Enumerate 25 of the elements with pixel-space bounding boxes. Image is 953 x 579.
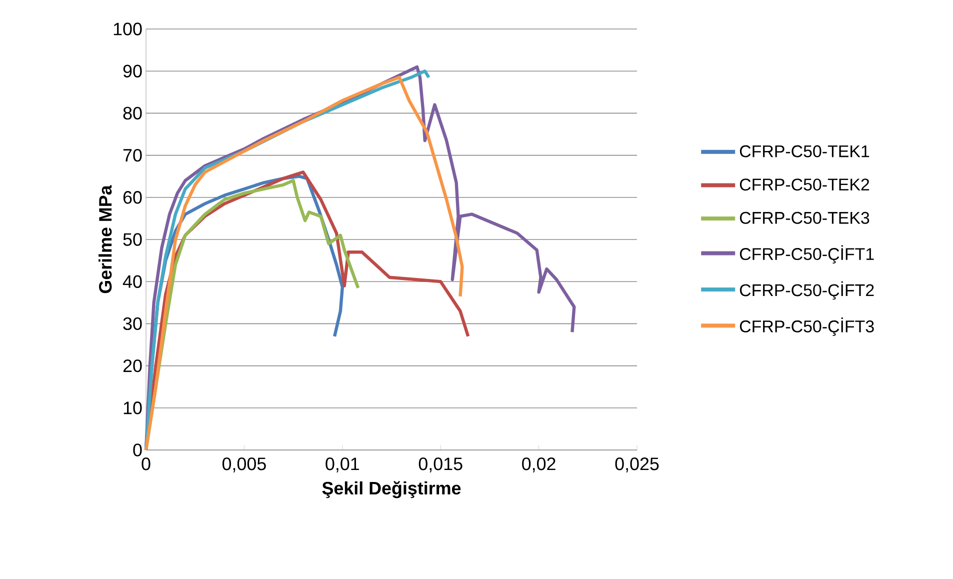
x-tick-label: 0,005 [222,458,266,472]
legend-label: CFRP-C50-ÇİFT3 [740,318,874,336]
y-tick-label: 70 [123,148,142,162]
y-tick-label: 90 [123,64,142,78]
y-tick-label: 60 [123,191,142,204]
y-tick-label: 0 [133,444,142,456]
y-axis-title: Gerilme MPa [98,185,112,294]
x-axis-title: Şekil Değiştirme [322,481,461,498]
y-tick-label: 10 [124,402,142,414]
y-tick-label: 50 [123,233,142,246]
legend-label: CFRP-C50-TEK1 [740,145,870,158]
y-tick-label: 40 [122,275,142,288]
legend-label: CFRP-C50-ÇİFT2 [740,281,874,300]
x-tick-label: 0,015 [418,458,462,472]
legend-label: CFRP-C50-ÇİFT1 [740,245,874,264]
x-tick-label: 0,025 [615,458,659,472]
x-tick-label: 0 [142,458,150,470]
y-tick-label: 100 [114,22,142,36]
y-tick-label: 80 [123,106,142,120]
x-tick-label: 0,02 [522,458,556,472]
x-tick-label: 0,01 [326,458,359,472]
y-tick-label: 20 [123,359,142,372]
y-tick-label: 30 [123,317,142,330]
legend-label: CFRP-C50-TEK2 [740,178,870,191]
legend-label: CFRP-C50-TEK3 [740,212,870,224]
